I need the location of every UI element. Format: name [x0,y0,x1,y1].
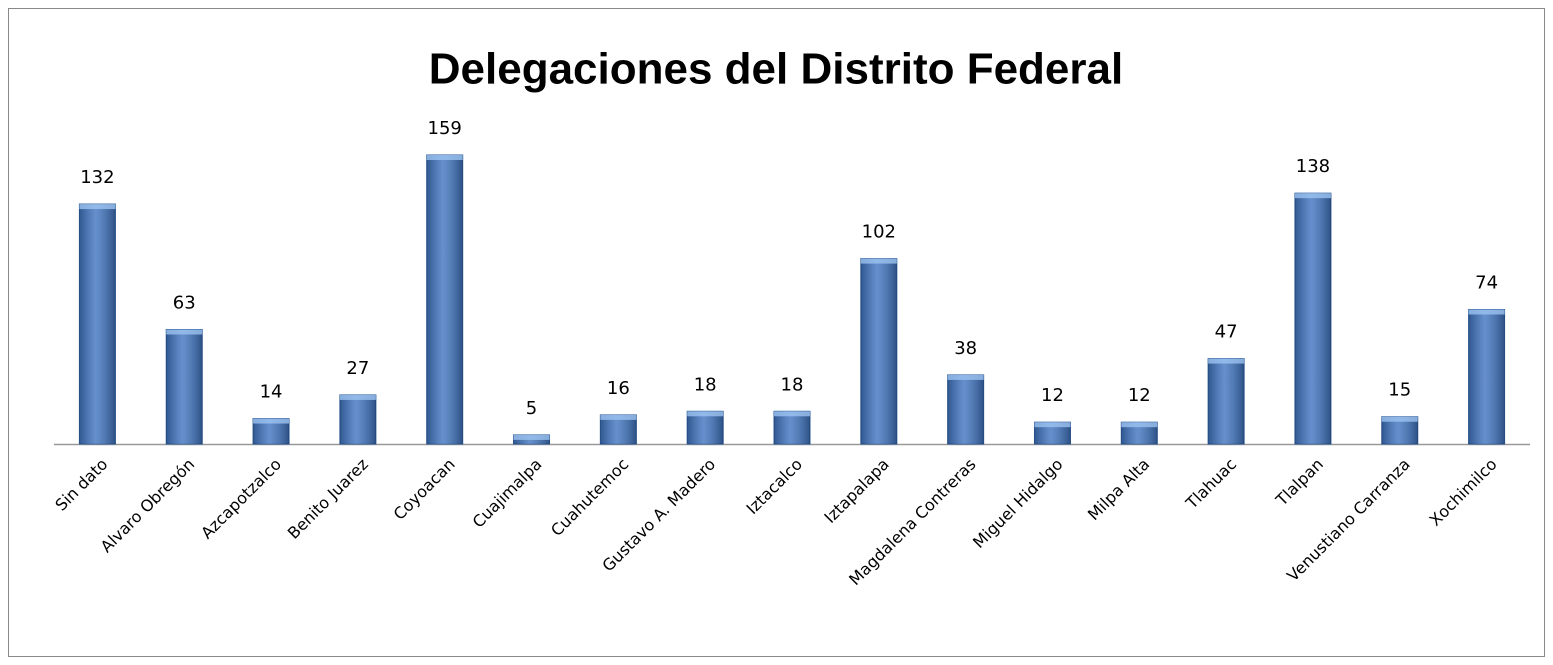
value-label: 132 [80,167,114,188]
bar-cap [1468,309,1505,315]
bar-shade [339,394,376,444]
bar-cap [687,411,724,417]
bar-shade [947,374,984,444]
value-label: 27 [346,358,369,379]
bar-cap [1034,422,1071,428]
bar-cap [253,418,290,424]
bar-cap [1208,358,1245,364]
value-label: 138 [1296,156,1330,177]
bar-shade [1121,422,1158,444]
bar-shade [1034,422,1071,444]
bar-shade [166,329,203,444]
value-label: 159 [428,118,462,139]
bar-shade [426,155,463,444]
bar-cap [1121,422,1158,428]
value-label: 12 [1041,385,1064,406]
value-label: 18 [694,374,717,395]
value-label: 102 [862,222,896,243]
value-label: 63 [173,292,196,313]
bar-cap [166,329,203,335]
bar-shade [1468,309,1505,444]
value-label: 18 [781,374,804,395]
value-label: 38 [954,338,977,359]
chart-frame [8,8,1545,657]
bar-cap [1381,416,1418,422]
bar-cap [1294,193,1331,199]
bar-shade [860,258,897,444]
bar-shade [1294,193,1331,444]
value-label: 47 [1215,322,1238,343]
bar-cap [774,411,810,417]
bar-shade [79,204,116,444]
value-label: 5 [526,398,537,419]
bar-cap [513,434,550,440]
bar-shade [687,411,724,444]
bar-shade [1208,358,1245,444]
value-label: 16 [607,378,630,399]
value-label: 12 [1128,385,1151,406]
bar-cap [600,414,637,420]
bar-cap [426,155,463,160]
value-label: 74 [1475,272,1498,293]
bar-cap [860,258,897,264]
bar-cap [79,204,116,210]
bar-cap [339,394,376,400]
value-label: 14 [260,382,283,403]
value-label: 15 [1388,380,1411,401]
bar-cap [947,374,984,380]
chart-title: Delegaciones del Distrito Federal [429,45,1123,94]
bar-shade [774,411,810,444]
